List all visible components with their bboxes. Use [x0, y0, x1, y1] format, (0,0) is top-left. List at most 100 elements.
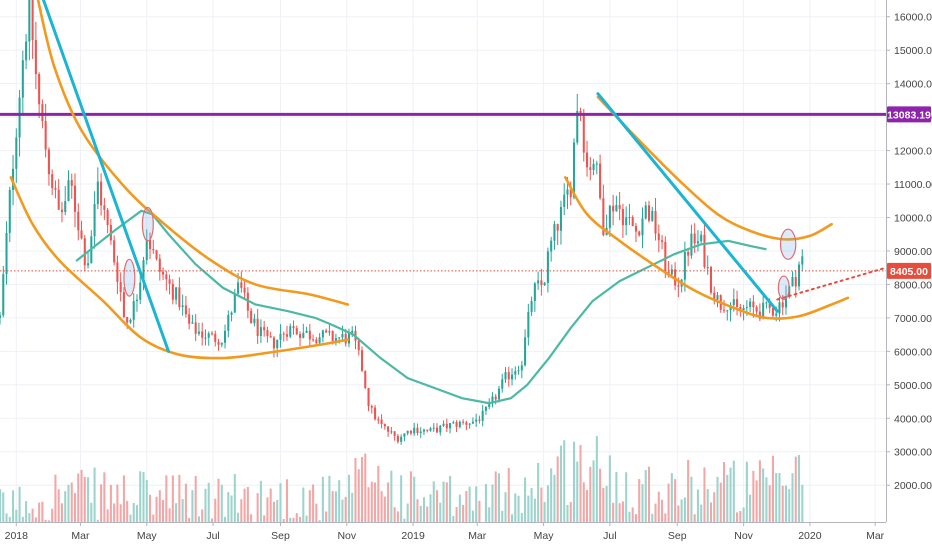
candle-body [292, 326, 295, 329]
trendline [596, 92, 779, 313]
candle-body [44, 121, 47, 150]
candle-body [419, 431, 422, 433]
candle-body [191, 322, 194, 324]
volume-bar [680, 499, 683, 522]
volume-bar [132, 502, 135, 522]
candle-body [621, 208, 624, 226]
candle-body [654, 210, 657, 234]
volume-bar [279, 483, 282, 522]
candle-body [478, 419, 481, 421]
candle-body [462, 421, 465, 423]
volume-bar [328, 475, 331, 522]
volume-bar [674, 479, 677, 522]
volume-bar [471, 510, 474, 522]
highlight-ellipse [779, 228, 797, 260]
candle-body [224, 330, 227, 343]
candle-body [207, 333, 210, 338]
volume-bar [426, 506, 429, 522]
x-tick-label: 2018 [5, 530, 29, 542]
volume-bar [80, 469, 83, 522]
volume-bar [517, 495, 520, 522]
candle-body [634, 226, 637, 232]
x-tick-label: Mar [468, 530, 487, 542]
volume-bar [148, 494, 152, 522]
candle-body [569, 189, 572, 198]
x-tick-label: Jul [206, 530, 219, 542]
candle-body [181, 305, 184, 308]
volume-bar [543, 502, 546, 522]
volume-bar [103, 472, 106, 522]
volume-bar [504, 492, 507, 522]
candle-body [227, 314, 230, 331]
candle-body [305, 330, 308, 333]
volume-bar [530, 488, 533, 522]
candle-body [269, 336, 272, 338]
volume-bar [801, 484, 804, 522]
candle-body [0, 315, 2, 318]
candle-body [122, 292, 125, 317]
candle-body [745, 306, 748, 308]
volume-bars [0, 436, 804, 523]
volume-bar [595, 436, 598, 522]
candle-body [135, 299, 139, 302]
volume-bar [325, 511, 328, 522]
candle-body [595, 163, 598, 165]
volume-bar [778, 472, 781, 522]
volume-bar [57, 489, 60, 522]
candle-body [491, 396, 494, 403]
candle-body [132, 301, 135, 320]
candle-body [214, 333, 217, 342]
volume-bar [282, 519, 285, 522]
candle-body [716, 295, 719, 300]
volume-bar [749, 494, 752, 522]
volume-bar [599, 468, 602, 522]
volume-bar [729, 467, 732, 522]
candle-body [341, 334, 344, 338]
candle-body [367, 387, 370, 407]
last-price-label: 8405.00 [890, 266, 928, 278]
candle-body [435, 427, 439, 433]
volume-bar [497, 473, 501, 522]
volume-bar [18, 486, 21, 522]
candle-body [25, 41, 28, 61]
candle-body [197, 331, 200, 334]
candle-body [364, 370, 367, 388]
volume-bar [360, 456, 364, 522]
volume-bar [432, 481, 435, 522]
candle-body [266, 330, 269, 337]
volume-bar [670, 473, 673, 522]
candle-body [210, 333, 214, 335]
volume-bar [625, 472, 628, 522]
volume-bar [732, 460, 735, 522]
volume-bar [60, 503, 63, 522]
volume-bar [266, 497, 269, 522]
candle-body [230, 312, 233, 315]
resistance-price-label: 13083.19 [887, 109, 931, 121]
x-tick-label: 2019 [401, 530, 425, 542]
candle-body [60, 209, 63, 213]
x-tick-label: Jul [603, 530, 616, 542]
volume-bar [559, 445, 562, 522]
volume-bar [41, 501, 44, 522]
volume-bar [54, 474, 57, 522]
volume-bar [28, 513, 31, 522]
volume-bar [51, 508, 54, 522]
y-tick-label: 14000.00 [894, 79, 932, 91]
volume-bar [651, 513, 654, 522]
candle-body [184, 305, 187, 315]
drawings [0, 0, 887, 360]
trendline [41, 0, 171, 353]
candle-body [41, 104, 44, 122]
volume-bar [572, 441, 576, 522]
volume-bar [736, 512, 739, 522]
volume-bar [197, 516, 200, 522]
volume-bar [224, 516, 227, 522]
volume-bar [511, 514, 514, 522]
candle-body [73, 185, 77, 212]
candle-body [57, 189, 60, 210]
volume-bar [524, 477, 527, 522]
volume-bar [240, 499, 243, 522]
volume-bar [791, 473, 794, 522]
